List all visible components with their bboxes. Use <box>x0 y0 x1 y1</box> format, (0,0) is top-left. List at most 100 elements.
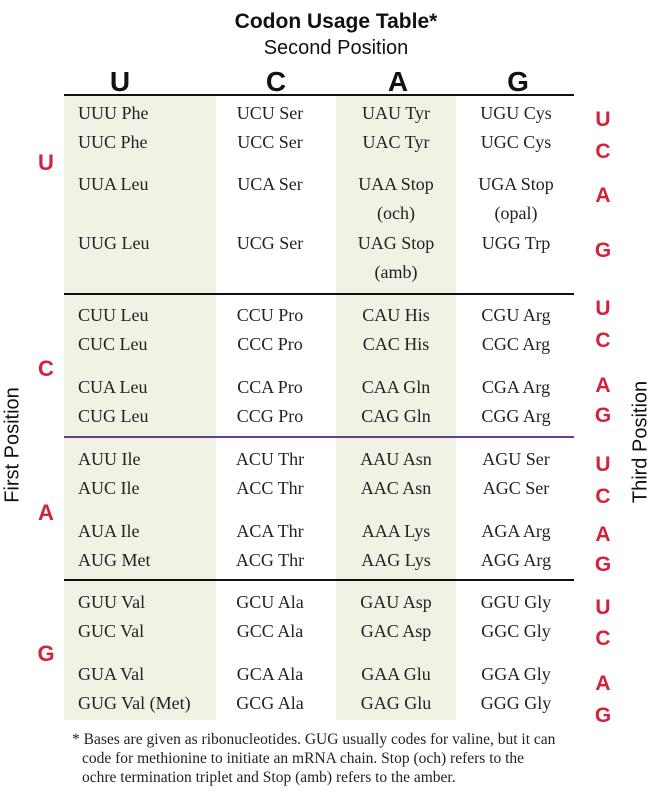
second-position-g: G <box>507 66 529 97</box>
codon-cell: AUG Met <box>78 550 151 570</box>
codon-cell: ACC Thr <box>236 478 304 498</box>
codon-cell: UUG Leu <box>78 233 150 253</box>
codon-cell: AAA Lys <box>361 521 431 541</box>
first-position-axis-label: First Position <box>1 387 24 503</box>
codon-cell: CGC Arg <box>481 334 551 354</box>
second-position-u: U <box>109 66 131 97</box>
codon-cell: CAA Gln <box>361 377 431 397</box>
codon-cell: GUU Val <box>78 592 146 612</box>
third-position-u: U <box>595 297 611 320</box>
codon-cell: GUC Val <box>78 621 145 641</box>
third-position-u: U <box>595 453 611 476</box>
codon-cell: AGA Arg <box>481 521 551 541</box>
group-divider-g <box>64 579 574 581</box>
second-position-a: A <box>387 66 409 97</box>
column-band-u <box>64 95 216 720</box>
codon-cell: CCA Pro <box>237 377 303 397</box>
third-position-u: U <box>595 108 611 131</box>
codon-cell: CAU His <box>362 305 430 325</box>
first-position-u: U <box>38 150 54 175</box>
third-position-g: G <box>594 704 612 727</box>
third-position-g: G <box>594 553 612 576</box>
codon-cell: GUG Val (Met) <box>78 693 191 713</box>
codon-cell: CUA Leu <box>78 377 148 397</box>
codon-cell: UAU Tyr <box>362 103 430 123</box>
third-position-c: C <box>595 140 611 163</box>
codon-cell: GGA Gly <box>481 664 551 684</box>
codon-cell: CCG Pro <box>236 406 304 426</box>
third-position-c: C <box>595 485 611 508</box>
third-position-a: A <box>595 374 611 397</box>
codon-cell: AAU Asn <box>360 449 432 469</box>
codon-cell: AUU Ile <box>78 449 141 469</box>
third-position-g: G <box>594 239 612 262</box>
third-position-u: U <box>595 596 611 619</box>
codon-cell: AGU Ser <box>482 449 550 469</box>
codon-cell: GGU Gly <box>480 592 552 612</box>
codon-cell: GAA Glu <box>361 664 431 684</box>
third-position-c: C <box>595 627 611 650</box>
third-position-axis-label: Third Position <box>629 380 652 504</box>
second-position-c: C <box>265 66 287 97</box>
codon-cell: CUG Leu <box>78 406 149 426</box>
codon-cell: AAG Lys <box>361 550 431 570</box>
codon-cell: CGG Arg <box>481 406 551 426</box>
codon-cell: CCC Pro <box>237 334 303 354</box>
codon-cell: CUU Leu <box>78 305 149 325</box>
first-position-g: G <box>37 641 55 666</box>
codon-cell: AUC Ile <box>78 478 140 498</box>
codon-cell: UUU Phe <box>78 103 149 123</box>
codon-cell: GAU Asp <box>360 592 432 612</box>
codon-cell: AGC Ser <box>482 478 550 498</box>
codon-cell: GCC Ala <box>236 621 304 641</box>
codon-cell: UAG Stop <box>357 233 435 253</box>
codon-cell: GAC Asp <box>360 621 432 641</box>
codon-cell: GGC Gly <box>481 621 551 641</box>
group-divider-c <box>64 293 574 295</box>
codon-cell: CGA Arg <box>481 377 551 397</box>
codon-cell: ACU Thr <box>235 449 305 469</box>
codon-cell: AGG Arg <box>480 550 552 570</box>
footnote: * Bases are given as ribonucleotides. GU… <box>72 730 592 787</box>
first-position-c: C <box>38 356 54 381</box>
third-position-a: A <box>595 523 611 546</box>
column-band-a <box>336 95 456 720</box>
codon-cell: CAG Gln <box>361 406 431 426</box>
codon-cell: CUC Leu <box>78 334 148 354</box>
codon-cell: UGU Cys <box>480 103 552 123</box>
codon-cell: ACA Thr <box>236 521 304 541</box>
stop-codon-note: (amb) <box>374 262 418 282</box>
codon-cell: UGC Cys <box>480 132 552 152</box>
codon-cell: UAA Stop <box>358 174 434 194</box>
codon-cell: GCU Ala <box>236 592 304 612</box>
footnote-line: * Bases are given as ribonucleotides. GU… <box>72 731 556 748</box>
first-position-a: A <box>38 500 54 525</box>
codon-cell: CAC His <box>362 334 430 354</box>
codon-cell: GAG Glu <box>360 693 432 713</box>
codon-cell: UGG Trp <box>481 233 551 253</box>
codon-cell: GGG Gly <box>480 693 552 713</box>
codon-cell: CCU Pro <box>236 305 304 325</box>
codon-cell: UUA Leu <box>78 174 149 194</box>
codon-cell: GUA Val <box>78 664 145 684</box>
stop-codon-note: (opal) <box>494 203 538 223</box>
codon-cell: UGA Stop <box>478 174 554 194</box>
codon-cell: UCU Ser <box>236 103 304 123</box>
codon-cell: UCA Ser <box>237 174 303 194</box>
third-position-a: A <box>595 184 611 207</box>
header-divider <box>64 94 574 96</box>
codon-cell: AAC Asn <box>360 478 432 498</box>
third-position-c: C <box>595 329 611 352</box>
stop-codon-note: (och) <box>377 203 415 223</box>
third-position-a: A <box>595 672 611 695</box>
codon-cell: UUC Phe <box>78 132 148 152</box>
footnote-line: ochre termination triplet and Stop (amb)… <box>82 769 456 786</box>
codon-cell: UCC Ser <box>237 132 303 152</box>
group-divider-a <box>64 436 574 438</box>
codon-cell: UAC Tyr <box>362 132 430 152</box>
codon-cell: CGU Arg <box>481 305 551 325</box>
codon-cell: UCG Ser <box>236 233 304 253</box>
codon-cell: ACG Thr <box>235 550 305 570</box>
table-title: Codon Usage Table* <box>234 10 438 33</box>
codon-cell: GCA Ala <box>236 664 304 684</box>
